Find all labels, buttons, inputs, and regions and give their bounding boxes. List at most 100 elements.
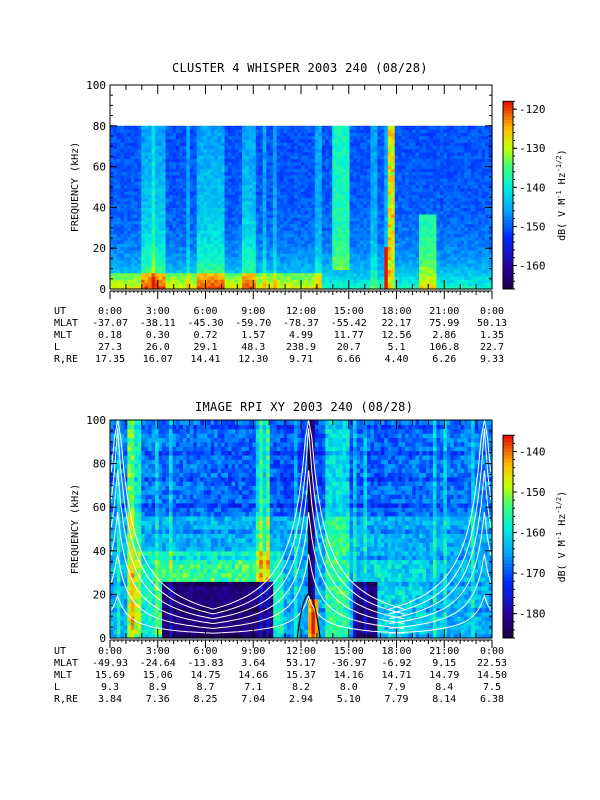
ephemeris-value: 7.1	[244, 682, 263, 693]
colorbar-tick-label: -130	[519, 142, 546, 155]
ephemeris-value: 6.66	[336, 354, 361, 365]
ephemeris-value: 3.84	[97, 694, 123, 705]
overlay-curves	[110, 419, 492, 634]
ephemeris-value: 1.57	[241, 330, 266, 341]
y-tick-label: 80	[93, 458, 106, 471]
ephemeris-label: MLT	[54, 670, 73, 681]
y-tick-label: 100	[86, 414, 106, 427]
ephemeris-value: 7.79	[384, 694, 409, 705]
y-tick-label: 0	[99, 283, 106, 296]
ephemeris-value: 3:00	[145, 306, 170, 317]
ephemeris-value: 3:00	[145, 646, 170, 657]
ephemeris-value: -24.64	[139, 658, 176, 669]
ephemeris-value: -49.93	[91, 658, 129, 669]
ephemeris-value: 0.18	[97, 330, 123, 341]
ephemeris-value: 2.94	[288, 694, 314, 705]
ephemeris-value: 48.3	[241, 342, 266, 353]
ephemeris-value: -6.92	[381, 658, 412, 669]
ephemeris-value: 14.66	[238, 670, 269, 681]
ephemeris-value: 9.3	[100, 682, 120, 693]
ephemeris-value: 9.71	[288, 354, 314, 365]
ephemeris-value: 22.7	[479, 342, 505, 353]
panel2-title: IMAGE RPI XY 2003 240 (08/28)	[195, 400, 414, 414]
ephemeris-value: 5.1	[387, 342, 406, 353]
colorbar-tick-label: -160	[519, 527, 546, 540]
panel1-spectrogram: 0 20 40 60 80 100 FREQUENCY (kHz) -120 -130 -140 -…	[70, 79, 568, 299]
ephemeris-value: -45.30	[187, 318, 224, 329]
ephemeris-value: 4.40	[384, 354, 409, 365]
ephemeris-value: 22.17	[381, 318, 412, 329]
ephemeris-label: L	[54, 342, 61, 353]
ephemeris-value: 0.72	[193, 330, 218, 341]
ephemeris-value: 7.5	[482, 682, 502, 693]
ephemeris-value: 9:00	[241, 306, 266, 317]
ephemeris-value: -59.70	[235, 318, 272, 329]
colorbar-tick-label: -120	[519, 103, 546, 116]
ephemeris-value: -36.97	[330, 658, 367, 669]
ephemeris-value: 8.2	[291, 682, 311, 693]
ephemeris-label: MLAT	[54, 318, 79, 329]
ephemeris-value: 8.7	[196, 682, 215, 693]
ephemeris-value: 7.9	[387, 682, 406, 693]
ephemeris-value: 9:00	[241, 646, 266, 657]
y-tick-label: 40	[93, 545, 106, 558]
spectrogram-cells	[110, 125, 493, 290]
panel2-ephemeris: UT 0:00 3:00 6:00 9:00 12:00 15:00 18:00 21:00 0:…	[0, 646, 600, 716]
ephemeris-value: 6.38	[479, 694, 505, 705]
ephemeris-value: 0:00	[479, 646, 505, 657]
ephemeris-value: 21:00	[429, 646, 460, 657]
ephemeris-label: MLT	[54, 330, 73, 341]
y-tick-label: 60	[93, 501, 106, 514]
ephemeris-value: 11.77	[333, 330, 364, 341]
spectrogram-cells	[110, 420, 493, 639]
ephemeris-value: 6:00	[193, 306, 218, 317]
ephemeris-value: 106.8	[429, 342, 460, 353]
colorbar-tick-label: -160	[519, 260, 546, 273]
ephemeris-value: 53.17	[285, 658, 317, 669]
colorbar	[503, 435, 513, 639]
ephemeris-value: 12.56	[381, 330, 412, 341]
y-tick-label: 0	[99, 632, 106, 645]
ephemeris-label: UT	[54, 646, 67, 657]
colorbar-tick-label: -140	[519, 445, 546, 458]
ephemeris-value: 12.30	[238, 354, 269, 365]
y-tick-label: 80	[93, 120, 106, 133]
y-axis-label: FREQUENCY (kHz)	[70, 484, 81, 574]
colorbar-tick-label: -150	[519, 220, 546, 233]
y-tick-label: 100	[86, 79, 106, 92]
ephemeris-label: L	[54, 682, 61, 693]
ephemeris-value: 16.07	[142, 354, 173, 365]
ephemeris-value: 1.35	[479, 330, 505, 341]
ephemeris-value: 15.69	[94, 670, 126, 681]
ephemeris-value: 18:00	[381, 306, 412, 317]
ephemeris-value: 12:00	[285, 646, 317, 657]
colorbar-tick-label: -140	[519, 181, 546, 194]
ephemeris-value: 2.86	[432, 330, 457, 341]
ephemeris-value: 8.4	[435, 682, 454, 693]
ephemeris-value: 15.37	[285, 670, 317, 681]
panel1-ephemeris: UT 0:00 3:00 6:00 9:00 12:00 15:00 18:00 21:00 0:…	[0, 306, 600, 376]
ephemeris-value: 14.41	[190, 354, 221, 365]
ephemeris-value: 6:00	[193, 646, 218, 657]
ephemeris-value: 7.36	[145, 694, 170, 705]
colorbar-frame	[502, 434, 514, 639]
ephemeris-label: R,RE	[54, 354, 79, 365]
colorbar-tick-label: -150	[519, 486, 546, 499]
ephemeris-value: -78.37	[282, 318, 320, 329]
black-curve	[296, 593, 321, 639]
ephemeris-value: 9.33	[479, 354, 505, 365]
ephemeris-value: 0:00	[479, 306, 505, 317]
ephemeris-value: 27.3	[97, 342, 123, 353]
y-tick-label: 60	[93, 161, 106, 174]
ephemeris-value: 238.9	[285, 342, 317, 353]
ephemeris-label: MLAT	[54, 658, 79, 669]
colorbar-label: dB( V M-1 Hz-1/2)	[555, 491, 568, 583]
ephemeris-value: 26.0	[145, 342, 170, 353]
ephemeris-value: 3.64	[241, 658, 266, 669]
ephemeris-label: R,RE	[54, 694, 79, 705]
y-tick-label: 40	[93, 201, 106, 214]
ephemeris-value: 15.06	[142, 670, 173, 681]
colorbar-label: dB( V M-1 Hz-1/2)	[555, 149, 568, 241]
ephemeris-value: -13.83	[187, 658, 224, 669]
ephemeris-value: 0.30	[145, 330, 170, 341]
